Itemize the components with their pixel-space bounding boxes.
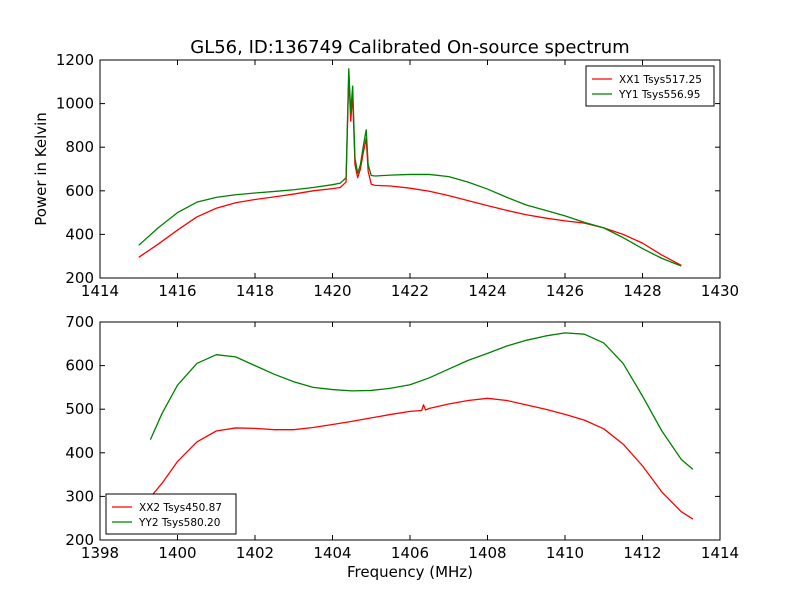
x-tick-label: 1420: [313, 282, 351, 300]
x-tick-label: 1426: [546, 282, 584, 300]
y-tick-label: 700: [65, 313, 94, 331]
legend: XX2 Tsys450.87 YY2 Tsys580.20: [105, 493, 237, 535]
x-tick-label: 1400: [158, 544, 196, 562]
series-line-1: [149, 397, 694, 520]
legend-box: [105, 493, 237, 535]
legend-box: [585, 65, 715, 107]
x-tick-label: 1406: [391, 544, 429, 562]
y-tick-label: 400: [65, 444, 94, 462]
x-tick-label: 1402: [236, 544, 274, 562]
bottom-panel: 1398 1400 1402 1404 1406 1408 1410 1412 1414 200 3…: [65, 313, 739, 562]
y-tick-label: 600: [65, 357, 94, 375]
x-tick-label: 1410: [546, 544, 584, 562]
x-tick-label: 1422: [391, 282, 429, 300]
x-tick-label: 1428: [623, 282, 661, 300]
y-tick-label: 800: [65, 138, 94, 156]
x-tick-label: 1404: [313, 544, 351, 562]
x-tick-label: 1398: [81, 544, 119, 562]
legend-entry: XX2 Tsys450.87: [139, 502, 222, 514]
x-tick-label: 1430: [701, 282, 739, 300]
legend-entry: XX1 Tsys517.25: [619, 74, 702, 86]
series-line-2: [149, 332, 694, 470]
y-tick-label: 300: [65, 487, 94, 505]
legend-entry: YY1 Tsys556.95: [618, 89, 700, 101]
legend: XX1 Tsys517.25 YY1 Tsys556.95: [585, 65, 715, 107]
x-tick-label: 1418: [236, 282, 274, 300]
x-tick-label: 1414: [701, 544, 739, 562]
y-tick-label: 1000: [56, 95, 94, 113]
series-line-2: [138, 68, 682, 267]
x-tick-label: 1424: [468, 282, 506, 300]
top-panel: 1414 1416 1418 1420 1422 1424 1426 1428 1430 200 4…: [32, 51, 739, 300]
y-tick-label: 600: [65, 182, 94, 200]
y-tick-label: 400: [65, 225, 94, 243]
legend-entry: YY2 Tsys580.20: [138, 517, 220, 529]
y-tick-label: 500: [65, 400, 94, 418]
y-tick-label: 1200: [56, 51, 94, 69]
x-tick-label: 1416: [158, 282, 196, 300]
y-axis-label: Power in Kelvin: [32, 112, 50, 226]
series-line-1: [138, 74, 682, 266]
x-tick-label: 1412: [623, 544, 661, 562]
x-tick-label: 1408: [468, 544, 506, 562]
y-tick-label: 200: [65, 531, 94, 549]
figure-title: GL56, ID:136749 Calibrated On-source spe…: [190, 37, 629, 58]
x-axis-label: Frequency (MHz): [347, 563, 473, 581]
y-tick-label: 200: [65, 269, 94, 287]
x-tick-label: 1414: [81, 282, 119, 300]
